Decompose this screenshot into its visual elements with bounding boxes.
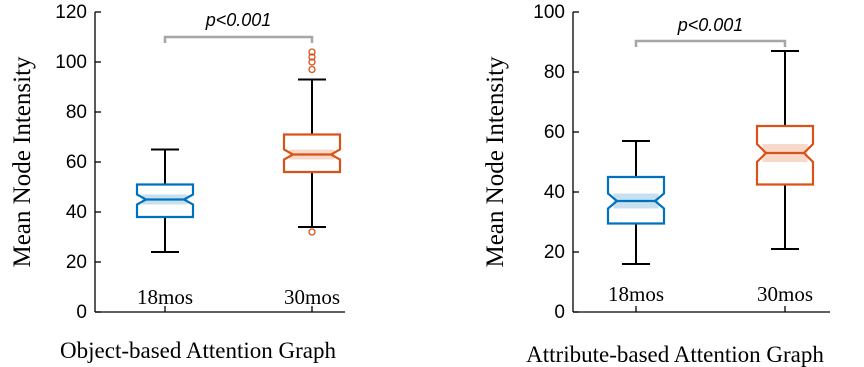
- box-body: [606, 175, 666, 225]
- category-label: 30mos: [757, 282, 813, 306]
- box-body: [282, 133, 342, 174]
- box-30mos: 30mos: [755, 50, 815, 306]
- category-label: 18mos: [137, 285, 193, 309]
- chart-panel-1: 0 20 40 60 80 100 120 Mean Node Intensity Object…: [9, 2, 345, 363]
- y-tick-label: 80: [544, 62, 565, 83]
- y-tick-label: 20: [544, 242, 565, 263]
- category-label: 30mos: [284, 285, 340, 309]
- y-tick-label: 60: [66, 152, 87, 173]
- y-tick-label: 120: [55, 2, 87, 23]
- outlier-point: [308, 65, 316, 74]
- p-value-annotation: p<0.001: [677, 15, 744, 35]
- x-axis-label: Attribute-based Attention Graph: [526, 342, 824, 367]
- y-tick-label: 0: [76, 302, 87, 323]
- y-tick-label: 80: [66, 102, 87, 123]
- y-tick-label: 100: [533, 2, 565, 23]
- y-tick-label: 100: [55, 52, 87, 73]
- box-body: [135, 183, 195, 219]
- significance-bracket: [163, 35, 314, 43]
- y-axis-label: Mean Node Intensity: [482, 56, 509, 268]
- box-body: [755, 124, 815, 186]
- y-tick-label: 0: [554, 302, 565, 323]
- x-axis-label: Object-based Attention Graph: [60, 338, 336, 363]
- y-tick-label: 40: [544, 182, 565, 203]
- box-18mos: 18mos: [135, 148, 195, 309]
- significance-bracket: [634, 39, 787, 47]
- y-axis-label: Mean Node Intensity: [9, 56, 36, 268]
- box-18mos: 18mos: [606, 140, 666, 306]
- chart-panel-2: 0 20 40 60 80 100 Mean Node Intensity Attribute…: [482, 2, 830, 367]
- p-value-annotation: p<0.001: [205, 10, 272, 30]
- box-30mos: 30mos: [282, 48, 342, 309]
- y-tick-label: 40: [66, 202, 87, 223]
- outlier-point: [308, 53, 316, 61]
- outlier-point: [308, 48, 316, 56]
- outlier-point: [308, 58, 316, 66]
- y-tick-label: 20: [66, 252, 87, 273]
- outlier-point: [308, 228, 316, 236]
- y-tick-label: 60: [544, 122, 565, 143]
- category-label: 18mos: [608, 282, 664, 306]
